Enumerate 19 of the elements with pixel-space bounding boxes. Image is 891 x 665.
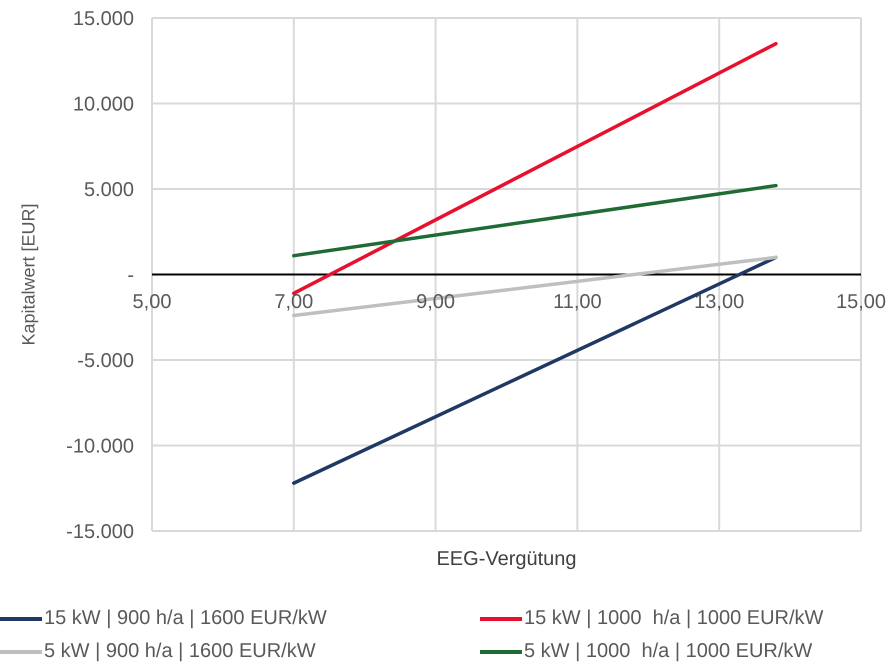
x-tick-label: 11,00: [553, 291, 602, 314]
y-tick-label: 5.000: [84, 179, 134, 202]
y-tick-label: -10.000: [66, 436, 134, 458]
y-tick-label: -5.000: [77, 350, 134, 372]
legend-label: 15 kW | 900 h/a | 1600 EUR/kW: [44, 607, 327, 630]
x-tick-label: 15,00: [836, 291, 886, 314]
x-tick-label: 13,00: [694, 291, 744, 314]
x-tick-label: 5,00: [132, 291, 172, 314]
y-tick-label: -15.000: [66, 521, 134, 544]
legend-label: 5 kW | 1000 h/a | 1000 EUR/kW: [524, 640, 812, 663]
legend-label: 15 kW | 1000 h/a | 1000 EUR/kW: [524, 607, 824, 630]
y-axis-title: Kapitalwert [EUR]: [18, 203, 38, 346]
x-tick-label: 7,00: [274, 291, 314, 314]
y-tick-label: 10.000: [72, 94, 134, 116]
y-tick-label: 15.000: [72, 8, 134, 30]
x-axis-title: EEG-Vergütung: [436, 548, 577, 570]
x-tick-label: 9,00: [416, 291, 456, 314]
y-tick-label: -: [127, 264, 134, 287]
legend-label: 5 kW | 900 h/a | 1600 EUR/kW: [44, 640, 316, 663]
